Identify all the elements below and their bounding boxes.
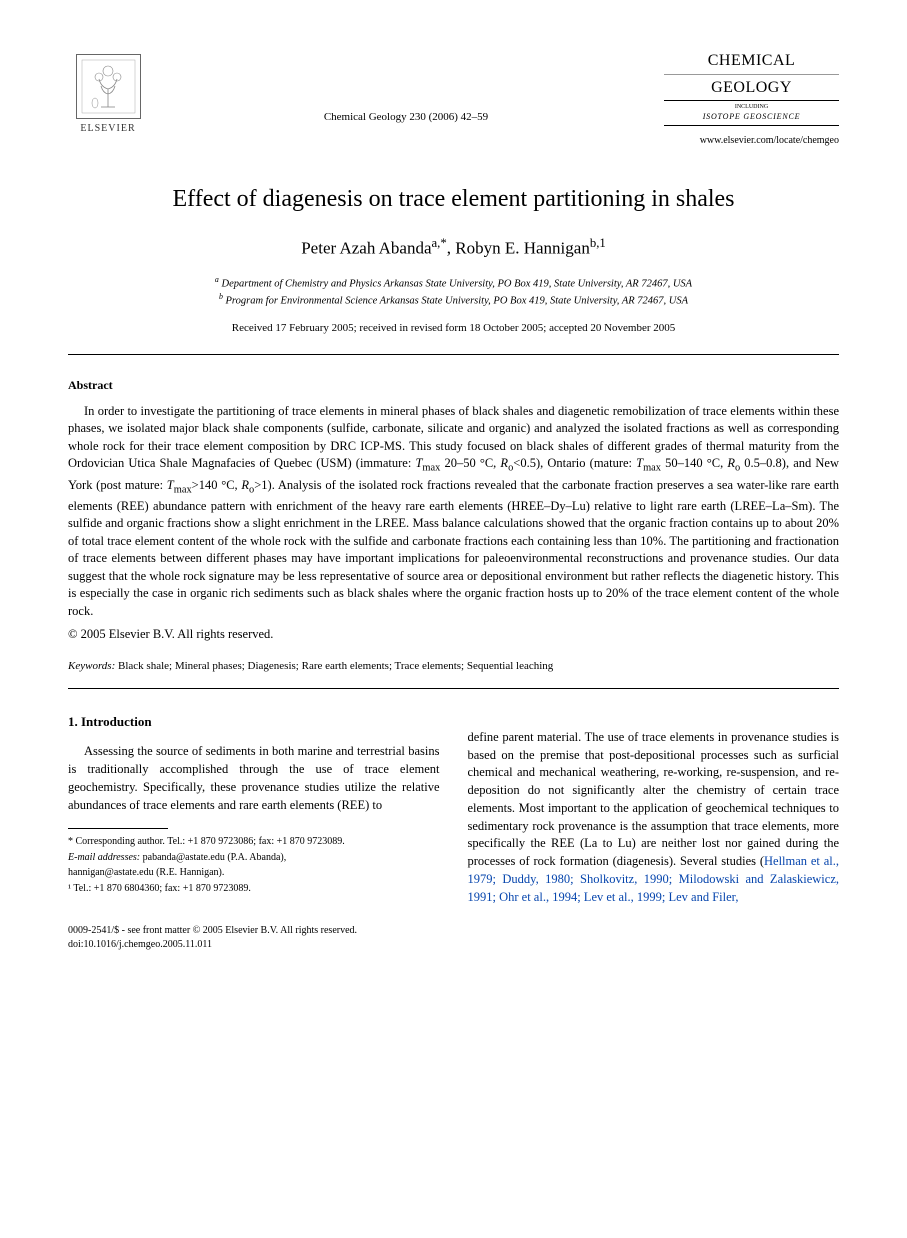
keywords-label: Keywords: <box>68 660 115 672</box>
footnote-separator <box>68 828 168 829</box>
footer-line1: 0009-2541/$ - see front matter © 2005 El… <box>68 924 839 938</box>
keywords-list: Black shale; Mineral phases; Diagenesis;… <box>118 660 553 672</box>
intro-right-text: define parent material. The use of trace… <box>468 730 840 868</box>
journal-page: ELSEVIER Chemical Geology 230 (2006) 42–… <box>0 0 907 991</box>
affiliation-b-text: Program for Environmental Science Arkans… <box>226 296 689 307</box>
author-1: Peter Azah Abanda <box>301 239 431 258</box>
author-1-sup: a,* <box>432 236 447 250</box>
journal-logo-block: CHEMICAL GEOLOGY INCLUDING ISOTOPE GEOSC… <box>664 50 839 148</box>
page-footer: 0009-2541/$ - see front matter © 2005 El… <box>68 924 839 951</box>
abstract-heading: Abstract <box>68 377 839 393</box>
rule-above-abstract <box>68 354 839 355</box>
article-dates: Received 17 February 2005; received in r… <box>68 321 839 336</box>
intro-para-left: Assessing the source of sediments in bot… <box>68 743 440 814</box>
author-2: Robyn E. Hannigan <box>455 239 590 258</box>
footnotes: * Corresponding author. Tel.: +1 870 972… <box>68 835 440 895</box>
elsevier-tree-icon <box>76 54 141 119</box>
email-label: E-mail addresses: <box>68 852 140 863</box>
corresponding-author: * Corresponding author. Tel.: +1 870 972… <box>68 835 440 849</box>
column-right: define parent material. The use of trace… <box>468 689 840 907</box>
email-2: hannigan@astate.edu (R.E. Hannigan). <box>68 866 440 880</box>
footer-doi: doi:10.1016/j.chemgeo.2005.11.011 <box>68 938 839 952</box>
column-left: 1. Introduction Assessing the source of … <box>68 689 440 907</box>
article-title: Effect of diagenesis on trace element pa… <box>68 183 839 215</box>
affiliations: a Department of Chemistry and Physics Ar… <box>68 275 839 309</box>
abstract-copyright: © 2005 Elsevier B.V. All rights reserved… <box>68 626 839 643</box>
journal-url: www.elsevier.com/locate/chemgeo <box>664 134 839 148</box>
publisher-logo: ELSEVIER <box>68 50 148 140</box>
journal-reference: Chemical Geology 230 (2006) 42–59 <box>148 50 664 125</box>
intro-para-right: define parent material. The use of trace… <box>468 729 840 907</box>
abstract-text: In order to investigate the partitioning… <box>68 403 839 620</box>
header-row: ELSEVIER Chemical Geology 230 (2006) 42–… <box>68 50 839 148</box>
email-1: pabanda@astate.edu (P.A. Abanda), <box>143 852 287 863</box>
authors-line: Peter Azah Abandaa,*, Robyn E. Hanniganb… <box>68 235 839 261</box>
keywords-line: Keywords: Black shale; Mineral phases; D… <box>68 659 839 674</box>
affiliation-a-text: Department of Chemistry and Physics Arka… <box>221 278 692 289</box>
footnote-1: ¹ Tel.: +1 870 6804360; fax: +1 870 9723… <box>68 882 440 896</box>
journal-subtitle: ISOTOPE GEOSCIENCE <box>664 112 839 126</box>
column-right-spacer <box>468 689 840 729</box>
body-columns: 1. Introduction Assessing the source of … <box>68 689 839 907</box>
email-line: E-mail addresses: pabanda@astate.edu (P.… <box>68 851 440 865</box>
journal-title-line2: GEOLOGY <box>664 77 839 102</box>
author-2-sup: b,1 <box>590 236 606 250</box>
publisher-name: ELSEVIER <box>80 122 135 136</box>
abstract-body: In order to investigate the partitioning… <box>68 403 839 620</box>
journal-including-label: INCLUDING <box>664 103 839 111</box>
affiliation-a: a Department of Chemistry and Physics Ar… <box>68 275 839 292</box>
affiliation-b: b Program for Environmental Science Arka… <box>68 292 839 309</box>
journal-title-line1: CHEMICAL <box>664 50 839 75</box>
intro-heading: 1. Introduction <box>68 713 440 731</box>
